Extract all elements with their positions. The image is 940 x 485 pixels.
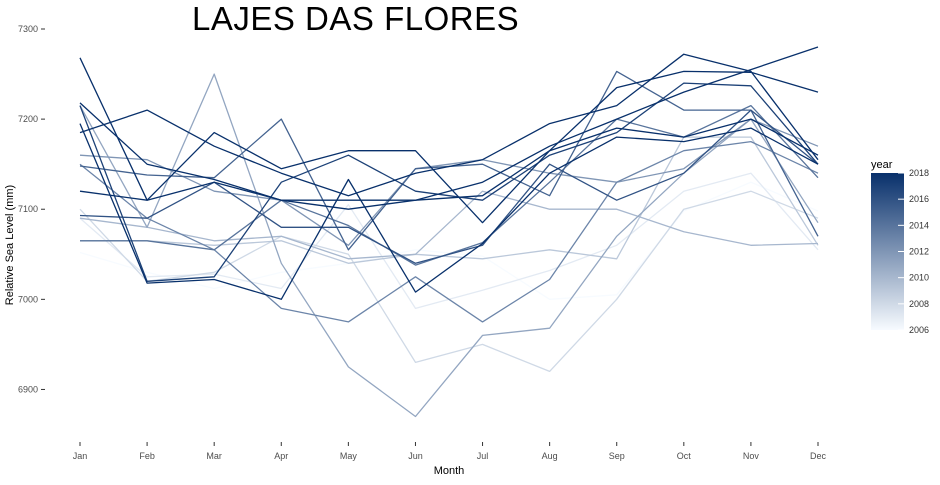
legend-tick-label: 2016 <box>909 194 929 204</box>
y-axis: 6900 7000 7100 7200 7300 <box>18 24 45 394</box>
series-line-2018-15 <box>79 102 819 201</box>
y-tick-label: 6900 <box>18 384 38 394</box>
legend-tick-label: 2008 <box>909 299 929 309</box>
legend-title: year <box>871 159 893 171</box>
y-tick-label: 7000 <box>18 294 38 304</box>
series-line-2011-5 <box>79 73 819 418</box>
series-line-2018-14 <box>79 57 819 224</box>
x-axis-label: Month <box>434 465 465 477</box>
legend-tick-label: 2006 <box>909 325 929 335</box>
x-tick-label-apr: Apr <box>274 451 288 461</box>
x-tick-label-oct: Oct <box>677 451 692 461</box>
series-line-2017-11 <box>79 82 819 282</box>
legend-tick-label: 2018 <box>909 168 929 178</box>
series-line-2012-6 <box>79 118 819 246</box>
series-line-2018-13 <box>79 53 819 197</box>
series-line-2008-2 <box>79 190 819 373</box>
x-tick-label-jan: Jan <box>73 451 88 461</box>
x-tick-label-mar: Mar <box>206 451 222 461</box>
series-lines <box>79 46 819 418</box>
x-tick-label-dec: Dec <box>810 451 827 461</box>
legend-ticks: 2018 2016 2014 2012 2010 2008 2006 <box>898 168 929 335</box>
series-line-2010-4 <box>79 190 819 260</box>
x-tick-label-nov: Nov <box>743 451 760 461</box>
series-line-2006-0 <box>79 181 819 300</box>
chart-title: LAJES DAS FLORES <box>192 0 520 37</box>
legend-tick-label: 2012 <box>909 247 929 257</box>
series-line-2013-7 <box>79 140 819 323</box>
x-tick-label-may: May <box>340 451 358 461</box>
y-tick-label: 7300 <box>18 24 38 34</box>
series-line-2018-16 <box>79 46 819 210</box>
legend-tick-label: 2010 <box>909 273 929 283</box>
y-tick-label: 7100 <box>18 204 38 214</box>
x-axis: Jan Feb Mar Apr May Jun Jul Aug Sep Oct Nov Dec <box>73 442 827 461</box>
y-tick-label: 7200 <box>18 114 38 124</box>
x-tick-label-jun: Jun <box>408 451 423 461</box>
series-line-2016-10 <box>79 109 819 264</box>
legend-tick-label: 2014 <box>909 220 929 230</box>
y-axis-label: Relative Sea Level (mm) <box>4 185 16 305</box>
x-tick-label-jul: Jul <box>477 451 489 461</box>
series-line-2018-12 <box>79 123 819 300</box>
x-tick-label-sep: Sep <box>609 451 625 461</box>
color-legend: year 2018 2016 2014 2012 2010 2008 2006 <box>871 159 929 335</box>
x-tick-label-feb: Feb <box>139 451 155 461</box>
series-line-2007-1 <box>79 172 819 310</box>
x-tick-label-aug: Aug <box>542 451 558 461</box>
